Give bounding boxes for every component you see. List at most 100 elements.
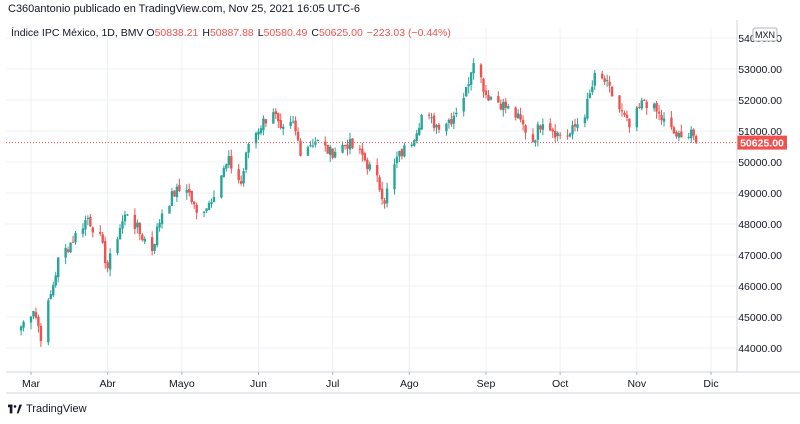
price-tick-label: 44000.00 (738, 343, 782, 355)
candle-body (660, 114, 663, 121)
time-axis[interactable]: Mar Abr Mayo Jun Jul Ago Sep Oct Nov Dic (6, 371, 800, 394)
candle-body (49, 294, 52, 299)
time-tick-label: Nov (627, 378, 646, 390)
candle-body (672, 127, 676, 134)
candle-body (558, 134, 562, 136)
candle-body (516, 113, 520, 119)
candle-body (534, 140, 537, 143)
last-price-line: 50625.00 (6, 135, 787, 150)
candle-body (427, 114, 431, 116)
candle-body (385, 188, 389, 204)
currency-badge[interactable] (752, 27, 778, 42)
time-tick-label: Jul (326, 378, 339, 390)
footer-brand: TradingView (26, 403, 87, 415)
candle-body (170, 191, 174, 206)
candle-body (657, 111, 661, 114)
candle-body (91, 227, 95, 233)
candle-body (608, 81, 611, 86)
candle-body (168, 205, 171, 214)
candle-body (618, 95, 621, 110)
candle-body (343, 144, 347, 146)
candle-body (504, 101, 507, 108)
candle-body (37, 316, 40, 327)
price-tick-label: 50000.00 (738, 157, 782, 169)
legend-symbol: Índice IPC México, 1D, BMV (11, 27, 144, 39)
candle-body (363, 153, 367, 161)
candle-body (333, 151, 337, 158)
time-tick-label: Mayo (169, 378, 195, 390)
candle-body (593, 73, 596, 86)
candle-body (160, 213, 164, 224)
candle-body (222, 167, 226, 177)
currency-badge-label: MXN (755, 30, 775, 40)
candle-body (675, 131, 678, 137)
legend-change: −223.03 (−0.44%) (366, 27, 451, 39)
footer: TradingView (8, 403, 87, 415)
candle-body (361, 148, 364, 155)
candle-body (643, 99, 646, 101)
candle-body (605, 79, 609, 81)
candle-body (69, 242, 72, 253)
candle-body (625, 114, 629, 118)
candle-body (583, 117, 587, 124)
candle-body (489, 97, 493, 100)
time-tick-label: Dic (703, 378, 718, 390)
candle-body (309, 145, 312, 147)
candle-body (638, 106, 641, 108)
candle-body (645, 101, 648, 109)
candle-body (210, 202, 213, 204)
candle-body (291, 121, 295, 123)
candle-body (499, 103, 503, 110)
candle-body (445, 123, 448, 132)
candle-body (418, 127, 421, 135)
candle-body (264, 119, 268, 124)
candle-body (230, 156, 233, 169)
candle-body (415, 133, 418, 141)
candle-body (193, 201, 196, 205)
candle-body (133, 214, 137, 229)
candle-body (601, 73, 604, 79)
publication-header: C360antonio publicado en TradingView.com… (8, 3, 361, 15)
price-axis[interactable]: 44000.00 45000.00 46000.00 47000.00 48000.00… (736, 20, 782, 372)
candle-body (306, 147, 310, 156)
candle-body (378, 177, 381, 190)
candle-body (420, 115, 423, 130)
candle-body (279, 120, 282, 129)
candle-body (393, 164, 396, 190)
candle-body (212, 197, 216, 202)
candle-body (351, 138, 354, 149)
candle-body (314, 141, 317, 145)
candle-body (467, 84, 470, 87)
candle-body (143, 238, 146, 242)
candle-body (432, 115, 436, 128)
candle-body (294, 120, 297, 132)
candle-body (462, 98, 465, 112)
candle-body (257, 131, 260, 135)
candle-body (282, 126, 285, 129)
candle-body (207, 202, 211, 210)
candle-body (274, 111, 277, 115)
candle-body (108, 253, 112, 270)
candle-body (655, 102, 658, 112)
candle-body (652, 103, 656, 109)
candle-body (502, 101, 505, 111)
candle-body (603, 78, 606, 82)
time-tick-label: Sep (477, 378, 496, 390)
candle-body (403, 145, 406, 157)
candle-body (202, 211, 206, 213)
candle-body (86, 217, 90, 219)
candle-body (551, 129, 554, 132)
candle-body (34, 312, 38, 318)
candle-body (106, 262, 109, 269)
legend-close-label: C (311, 27, 319, 39)
candle-body (472, 63, 475, 74)
candle-body (123, 214, 127, 222)
candle-body (121, 221, 124, 229)
candle-body (141, 234, 144, 240)
candle-body (469, 72, 473, 85)
candle-body (316, 139, 320, 141)
chart-grid (6, 28, 737, 372)
candle-body (289, 121, 292, 126)
candle-body (524, 125, 527, 133)
